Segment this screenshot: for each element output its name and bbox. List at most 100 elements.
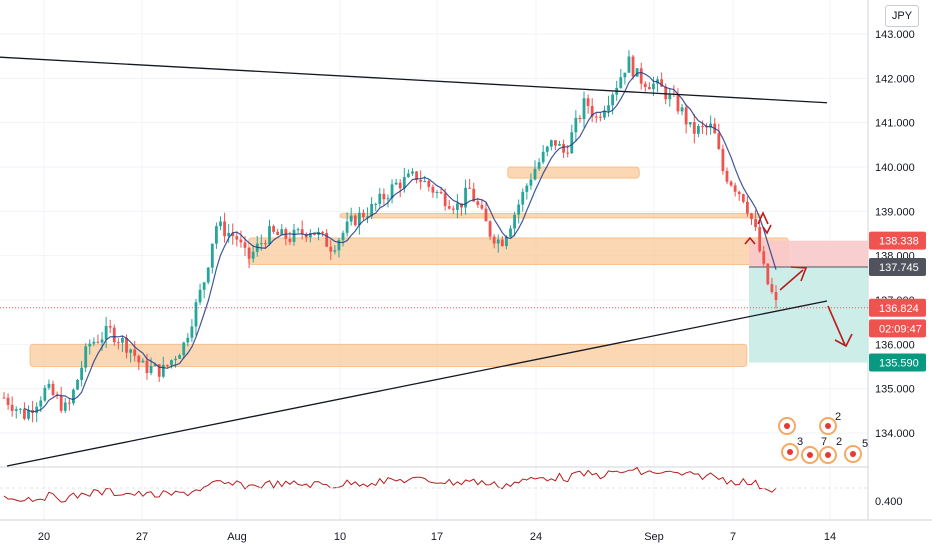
candle-body [276,231,280,236]
candle-body [100,339,104,343]
candle-body [505,236,508,247]
x-tick-label: 7 [730,531,736,543]
small-down-marker [762,224,772,235]
event-dot [825,423,831,429]
y-axis[interactable]: 143.000142.000141.000140.000139.000138.0… [875,29,915,508]
candle-body [484,208,488,222]
candle-body [149,366,153,374]
candle-body [746,201,749,214]
support-resistance-zones [29,166,789,368]
candle-body [39,400,43,407]
candle-body [529,179,533,186]
small-caret [744,236,756,245]
candle-body [754,219,757,228]
candle-body [104,326,108,340]
candle-body [758,227,762,252]
candle-body [427,181,431,187]
candle-body [439,192,443,194]
candle-body [272,226,275,232]
event-count: 5 [862,438,868,450]
x-tick-label: Aug [227,531,247,543]
candle-body [594,116,598,118]
event-count: 2 [835,411,841,423]
candle-body [296,229,300,231]
candle-body [382,193,386,200]
candle-body [688,122,692,125]
y-tick-label: 141.000 [875,118,915,130]
event-count: 7 [821,436,827,448]
x-tick-label: 10 [334,531,346,543]
candle-body [562,143,565,153]
candle-body [603,110,606,118]
candle-body [219,221,222,227]
candle-body [27,410,30,419]
candle-body [194,302,198,327]
price-labels: 138.338 137.745 136.824 02:09:47 135.590 [869,231,926,372]
currency-label[interactable]: JPY [885,5,919,27]
candle-body [125,338,128,353]
candle-body [513,214,516,229]
zone-box [29,343,748,368]
candle-body [684,107,688,125]
candle-body [96,341,100,343]
event-count: 2 [836,436,842,448]
y-tick-label: 143.000 [875,29,915,41]
candle-body [313,233,316,235]
event-dot [787,449,793,455]
candle-body [476,201,480,205]
candle-body [353,215,357,226]
candle-body [72,389,75,404]
x-tick-label: 14 [824,531,836,543]
candle-body [268,226,271,245]
candle-body [84,346,88,368]
rsi-line [3,466,777,503]
down-arrow-line [827,305,846,346]
candle-body [14,409,18,411]
candle-body [47,383,51,388]
candle-body [161,364,165,377]
candle-body [43,387,47,401]
candle-body [247,247,251,259]
candle-body [210,243,214,268]
candle-body [165,364,169,366]
rsi-pane [0,466,868,503]
candle-body [6,397,10,405]
candle-body [137,355,141,363]
candle-body [492,236,496,244]
price-badge-text: 02:09:47 [879,323,922,335]
candle-body [308,233,312,238]
candle-body [292,229,296,242]
candle-body [423,181,427,183]
candle-body [582,98,586,120]
candle-body [186,337,190,343]
price-badge [869,231,926,250]
event-count: 3 [797,436,803,448]
candle-body [774,292,778,300]
candle-body [643,83,647,88]
up-arrow-head [790,266,808,282]
x-axis[interactable]: 20 27 Aug 10 17 24 Sep 7 14 [38,531,836,543]
candle-body [631,56,635,77]
candle-body [116,342,120,344]
candle-body [18,408,22,410]
candle-body [680,107,684,112]
candle-body [578,117,582,120]
candle-body [231,232,235,237]
candle-body [533,168,537,180]
candle-body [235,236,239,240]
candle-body [451,208,455,210]
candle-body [280,229,284,236]
x-tick-label: 20 [38,531,50,543]
event-dot [784,423,790,429]
candle-body [337,240,341,251]
price-badge-text: 137.745 [879,262,919,274]
candle-body [627,56,631,73]
resistance-trendline [0,56,828,104]
candle-body [545,146,549,152]
candle-body [611,94,615,106]
candle-body [206,267,210,283]
candle-body [333,250,337,252]
candle-body [472,188,476,202]
candle-body [635,68,639,77]
